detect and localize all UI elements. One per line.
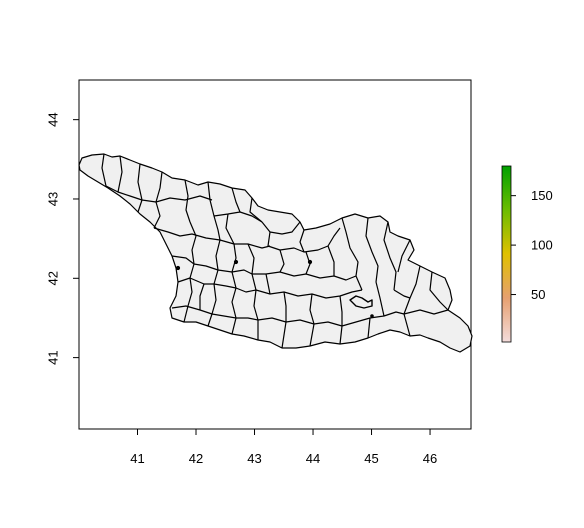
boundary-line (261, 221, 341, 253)
boundary-line (101, 153, 107, 187)
boundary-line (153, 227, 271, 249)
tbilisi-region (349, 295, 373, 309)
map-regions (78, 153, 473, 353)
boundary-line (383, 221, 397, 291)
boundary-line (281, 291, 287, 349)
boundary-line (279, 249, 285, 273)
boundary-line (265, 273, 271, 295)
boundary-line (171, 255, 357, 281)
x-tick-label: 45 (364, 451, 378, 466)
x-axis: 41 42 43 44 45 46 (130, 428, 437, 466)
boundary-line (199, 283, 205, 310)
boundary-line (309, 293, 315, 347)
boundary-line (137, 163, 143, 213)
x-tick-label: 41 (130, 451, 144, 466)
colorbar-bar (501, 165, 512, 343)
boundary-line (327, 245, 335, 276)
boundary-line (341, 217, 363, 291)
boundary-line (429, 271, 449, 311)
x-tick-label: 43 (247, 451, 261, 466)
x-tick-label: 46 (423, 451, 437, 466)
colorbar-tick-label: 50 (531, 287, 545, 302)
city-dot (233, 259, 239, 265)
municipal-boundaries (101, 153, 449, 349)
boundary-line (365, 217, 379, 283)
colorbar-tick-label: 150 (531, 188, 553, 203)
boundary-line (117, 155, 123, 193)
boundary-line (183, 221, 197, 323)
city-dot (307, 259, 313, 265)
city-dot (175, 265, 181, 271)
boundary-line (249, 197, 263, 223)
city-dot (370, 314, 374, 318)
boundary-line (393, 289, 411, 299)
y-tick-label: 42 (46, 271, 61, 285)
boundary-line (231, 187, 241, 213)
colorbar: 50 100 150 (501, 165, 553, 343)
city-markers (175, 259, 374, 318)
boundary-line (367, 317, 371, 339)
y-tick-label: 44 (46, 112, 61, 126)
colorbar-tick-label: 100 (531, 238, 553, 253)
boundary-line (339, 295, 343, 345)
country-outline (78, 153, 473, 353)
boundary-line (184, 179, 191, 223)
boundary-line (153, 171, 163, 229)
boundary-line (299, 229, 305, 253)
y-tick-label: 43 (46, 192, 61, 206)
boundary-line (403, 309, 449, 315)
x-tick-label: 44 (306, 451, 320, 466)
boundary-line (177, 277, 363, 299)
x-tick-label: 42 (189, 451, 203, 466)
boundary-line (225, 213, 235, 245)
boundary-line (269, 221, 301, 235)
y-axis: 41 42 43 44 (46, 112, 80, 365)
boundary-line (375, 281, 385, 317)
boundary-line (397, 239, 411, 273)
y-tick-label: 41 (46, 350, 61, 364)
